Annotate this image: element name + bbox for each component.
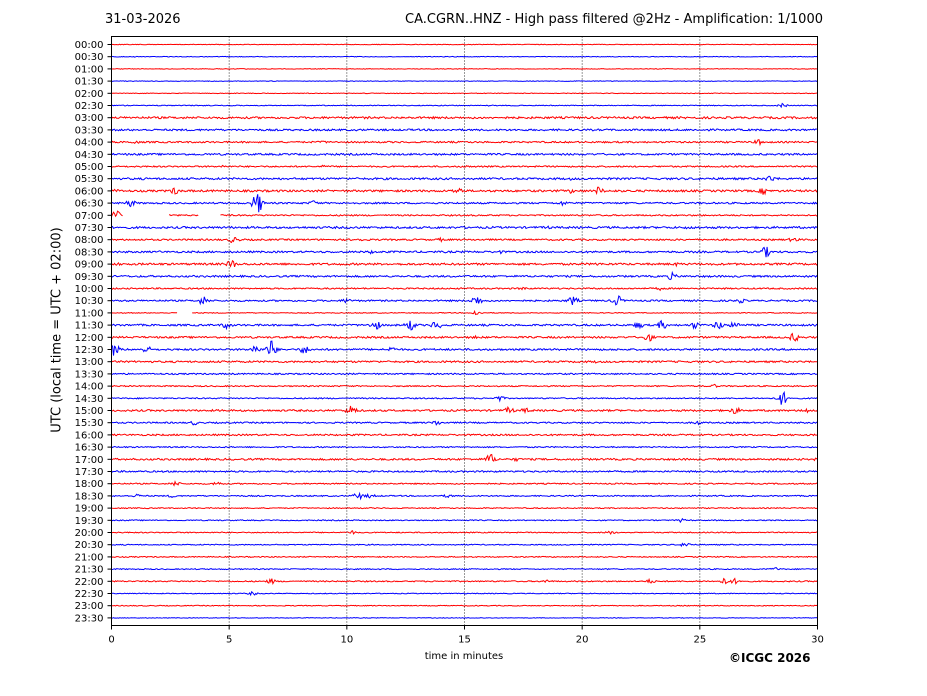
- trace-1730: [111, 469, 818, 474]
- y-tick-label: 07:00: [75, 211, 104, 222]
- trace-0530: [111, 175, 818, 182]
- y-tick-label: 10:00: [75, 284, 104, 295]
- trace-1500: [111, 405, 818, 415]
- trace-2200: [111, 577, 818, 585]
- trace-0630: [111, 194, 818, 213]
- y-tick-label: 20:00: [75, 528, 104, 539]
- trace-1530: [111, 420, 818, 426]
- trace-1100: [111, 309, 818, 316]
- x-tick-label: 10: [340, 635, 353, 646]
- trace-1330: [111, 372, 818, 376]
- y-tick-label: 17:00: [75, 455, 104, 466]
- y-tick-label: 15:30: [75, 418, 104, 429]
- x-tick-label: 15: [458, 635, 471, 646]
- y-tick-label: 05:00: [75, 162, 104, 173]
- trace-0030: [111, 55, 818, 58]
- y-tick-label: 07:30: [75, 223, 104, 234]
- x-tick-label: 30: [811, 635, 824, 646]
- y-tick-label: 10:30: [75, 296, 104, 307]
- y-tick-label: 16:30: [75, 443, 104, 454]
- y-tick-label: 01:00: [75, 64, 104, 75]
- trace-0700: [111, 210, 818, 218]
- y-tick-label: 09:00: [75, 260, 104, 271]
- trace-2330: [111, 617, 818, 619]
- y-tick-label: 09:30: [75, 272, 104, 283]
- trace-2230: [111, 590, 818, 597]
- y-tick-label: 22:30: [75, 589, 104, 600]
- x-tick-label: 20: [576, 635, 589, 646]
- y-tick-label: 19:30: [75, 516, 104, 527]
- x-tick-label: 0: [108, 635, 114, 646]
- trace-0730: [111, 225, 818, 230]
- trace-1700: [111, 453, 818, 463]
- y-tick-label: 14:00: [75, 382, 104, 393]
- y-tick-label: 22:00: [75, 577, 104, 588]
- y-tick-label: 17:30: [75, 467, 104, 478]
- y-tick-label: 13:30: [75, 369, 104, 380]
- y-tick-label: 05:30: [75, 174, 104, 185]
- copyright-label: ©ICGC 2026: [729, 651, 811, 665]
- y-tick-label: 02:30: [75, 101, 104, 112]
- y-axis-label: UTC (local time = UTC + 02:00): [49, 227, 65, 433]
- y-tick-label: 23:00: [75, 601, 104, 612]
- y-tick-label: 14:30: [75, 394, 104, 405]
- y-tick-label: 00:30: [75, 52, 104, 63]
- y-tick-label: 08:30: [75, 247, 104, 258]
- y-tick-label: 11:00: [75, 308, 104, 319]
- trace-0000: [111, 43, 818, 46]
- y-tick-label: 18:30: [75, 491, 104, 502]
- y-tick-label: 16:00: [75, 430, 104, 441]
- x-axis-label: time in minutes: [424, 651, 504, 662]
- y-tick-label: 03:30: [75, 125, 104, 136]
- trace-0100: [111, 68, 818, 70]
- trace-1630: [111, 445, 818, 449]
- y-tick-label: 04:30: [75, 150, 104, 161]
- trace-1430: [111, 390, 818, 405]
- y-tick-label: 23:30: [75, 613, 104, 624]
- y-tick-label: 21:00: [75, 552, 104, 563]
- trace-2100: [111, 555, 818, 559]
- x-tick-label: 5: [226, 635, 232, 646]
- chart-title: CA.CGRN..HNZ - High pass filtered @2Hz -…: [405, 12, 823, 27]
- y-tick-label: 00:00: [75, 40, 104, 51]
- trace-1400: [111, 383, 818, 389]
- y-tick-label: 21:30: [75, 565, 104, 576]
- y-tick-label: 13:00: [75, 357, 104, 368]
- y-tick-label: 04:00: [75, 138, 104, 149]
- y-tick-label: 11:30: [75, 321, 104, 332]
- y-tick-label: 18:00: [75, 479, 104, 490]
- y-tick-label: 08:00: [75, 235, 104, 246]
- trace-2300: [111, 604, 818, 607]
- x-tick-label: 25: [693, 635, 706, 646]
- trace-0130: [111, 80, 818, 82]
- y-tick-label: 19:00: [75, 504, 104, 515]
- y-tick-label: 12:30: [75, 345, 104, 356]
- date-label: 31-03-2026: [105, 12, 181, 27]
- trace-1600: [111, 433, 818, 437]
- y-tick-label: 15:00: [75, 406, 104, 417]
- y-tick-label: 02:00: [75, 89, 104, 100]
- y-tick-label: 12:00: [75, 333, 104, 344]
- y-tick-label: 06:00: [75, 186, 104, 197]
- trace-2030: [111, 542, 818, 548]
- trace-0230: [111, 102, 818, 109]
- y-tick-label: 20:30: [75, 540, 104, 551]
- trace-2130: [111, 566, 818, 571]
- y-tick-label: 06:30: [75, 199, 104, 210]
- trace-0600: [111, 186, 818, 196]
- trace-0830: [111, 246, 818, 258]
- y-tick-label: 03:00: [75, 113, 104, 124]
- y-tick-label: 01:30: [75, 77, 104, 88]
